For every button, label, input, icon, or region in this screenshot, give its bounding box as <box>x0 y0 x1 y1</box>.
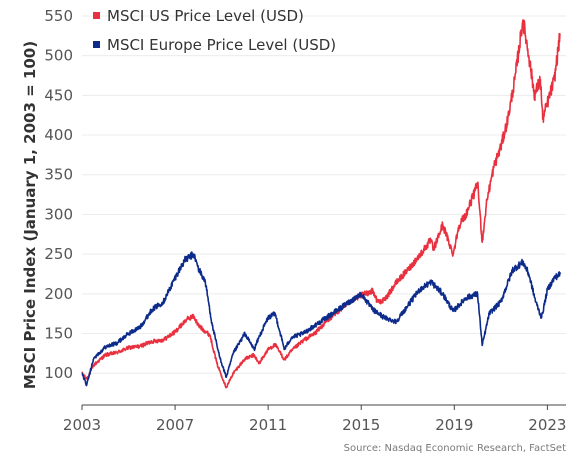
y-tick-label: 200 <box>44 285 73 303</box>
legend-swatch-us <box>93 12 100 19</box>
y-axis-label: MSCI Price Index (January 1, 2003 = 100) <box>21 41 39 389</box>
y-tick-label: 150 <box>44 325 73 343</box>
axis-layer: 100 150 200 250 300 350 400 450 500 550 2003 2007 20… <box>44 7 566 434</box>
source-note: Source: Nasdaq Economic Research, FactSe… <box>344 443 566 454</box>
y-tick-label: 300 <box>44 205 73 223</box>
x-tick-label: 2011 <box>249 416 287 434</box>
legend-swatch-europe <box>93 41 100 48</box>
y-tick-label: 350 <box>44 166 73 184</box>
legend: MSCI US Price Level (USD) MSCI Europe Pr… <box>93 7 336 54</box>
y-tick-label: 450 <box>44 86 73 104</box>
x-tick-label: 2003 <box>63 416 101 434</box>
series-line-us <box>81 19 561 389</box>
series-line-europe <box>81 251 561 387</box>
y-tick-label: 400 <box>44 126 73 144</box>
legend-label-us: MSCI US Price Level (USD) <box>107 7 304 25</box>
series-layer <box>81 19 561 389</box>
y-tick-label: 250 <box>44 245 73 263</box>
legend-label-europe: MSCI Europe Price Level (USD) <box>107 36 336 54</box>
x-tick-label: 2015 <box>342 416 380 434</box>
x-tick-label: 2007 <box>156 416 194 434</box>
y-tick-label: 100 <box>44 364 73 382</box>
x-tick-label: 2023 <box>528 416 566 434</box>
y-tick-label: 550 <box>44 7 73 25</box>
y-tick-label: 500 <box>44 47 73 65</box>
x-tick-label: 2019 <box>435 416 473 434</box>
grid-layer <box>82 15 566 374</box>
